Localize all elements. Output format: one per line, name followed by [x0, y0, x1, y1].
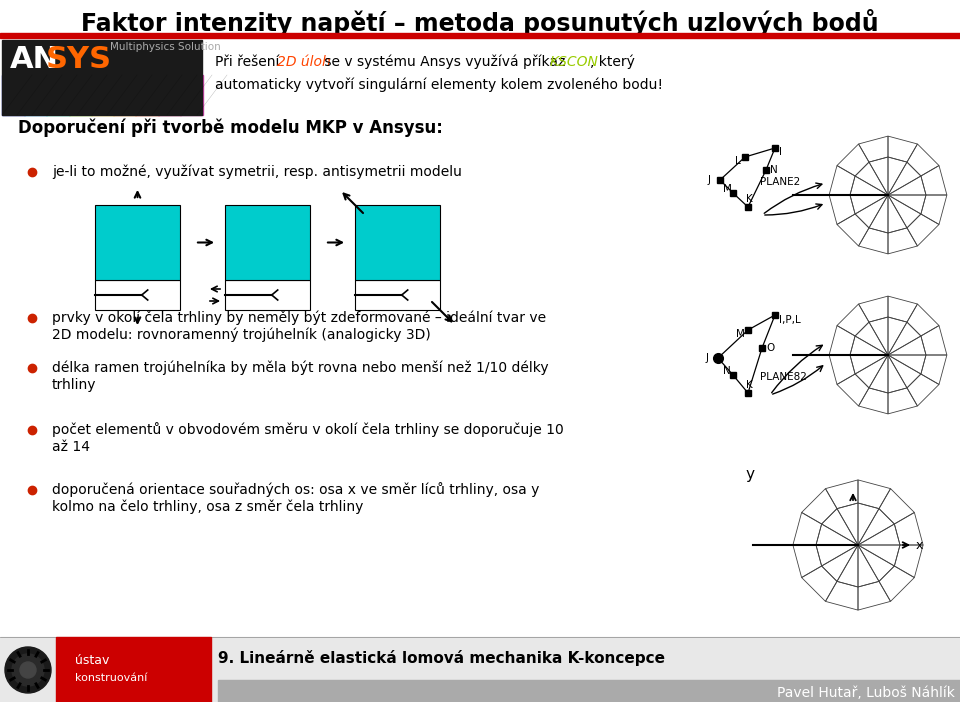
- Text: KSCON: KSCON: [550, 55, 599, 69]
- Bar: [113, 75, 136, 115]
- Bar: [355, 205, 440, 280]
- Text: I,P,L: I,P,L: [779, 315, 801, 325]
- Text: automaticky vytvoří singulární elementy kolem zvoleného bodu!: automaticky vytvoří singulární elementy …: [215, 78, 663, 92]
- Bar: [24, 75, 47, 115]
- Bar: [0, 33, 960, 38]
- Text: trhliny: trhliny: [52, 378, 97, 392]
- Bar: [91, 75, 114, 115]
- Bar: [46, 75, 70, 115]
- Text: M: M: [723, 184, 732, 194]
- Bar: [135, 75, 158, 115]
- Circle shape: [20, 662, 36, 678]
- Text: PLANE82: PLANE82: [760, 372, 806, 382]
- Text: I: I: [779, 147, 782, 157]
- Bar: [157, 75, 180, 115]
- Text: O: O: [766, 343, 775, 353]
- Bar: [225, 280, 310, 310]
- Text: prvky v okolí čela trhliny by neměly být zdeformované – ideální tvar ve: prvky v okolí čela trhliny by neměly být…: [52, 311, 546, 325]
- Bar: [2, 75, 25, 115]
- Bar: [95, 280, 180, 310]
- Text: J: J: [706, 353, 709, 363]
- Text: , který: , který: [590, 55, 635, 69]
- Circle shape: [5, 647, 51, 693]
- Bar: [0, 637, 960, 702]
- Text: J: J: [708, 175, 711, 185]
- Text: až 14: až 14: [52, 440, 90, 454]
- Bar: [218, 680, 960, 702]
- Text: L: L: [735, 156, 741, 166]
- Text: 2D úloh: 2D úloh: [277, 55, 331, 69]
- Text: délka ramen trojúhelníka by měla být rovna nebo menší než 1/10 délky: délka ramen trojúhelníka by měla být rov…: [52, 361, 548, 376]
- Text: N: N: [770, 165, 778, 175]
- Text: Faktor intenzity napětí – metoda posunutých uzlových bodů: Faktor intenzity napětí – metoda posunut…: [82, 8, 878, 36]
- Bar: [95, 205, 180, 280]
- Text: počet elementů v obvodovém směru v okolí čela trhliny se doporučuje 10: počet elementů v obvodovém směru v okolí…: [52, 423, 564, 437]
- Text: SYS: SYS: [46, 46, 112, 74]
- Text: N: N: [723, 366, 731, 376]
- Bar: [180, 75, 203, 115]
- Text: Multiphysics Solution: Multiphysics Solution: [110, 42, 221, 52]
- Text: PLANE2: PLANE2: [760, 177, 801, 187]
- Text: y: y: [745, 468, 754, 482]
- Text: se v systému Ansys využívá příkaz: se v systému Ansys využívá příkaz: [320, 55, 569, 69]
- Text: je-li to možné, využívat symetrii, resp. antisymetrii modelu: je-li to možné, využívat symetrii, resp.…: [52, 165, 462, 179]
- Text: kolmo na čelo trhliny, osa z směr čela trhliny: kolmo na čelo trhliny, osa z směr čela t…: [52, 500, 364, 515]
- Bar: [225, 205, 310, 280]
- Text: AN: AN: [10, 46, 59, 74]
- Text: 2D modelu: rovnoramenný trojúhelník (analogicky 3D): 2D modelu: rovnoramenný trojúhelník (ana…: [52, 328, 431, 343]
- Bar: [2, 40, 202, 115]
- Bar: [69, 75, 92, 115]
- Text: K: K: [746, 194, 753, 204]
- Text: ústav: ústav: [75, 654, 109, 666]
- Bar: [355, 280, 440, 310]
- Circle shape: [12, 654, 44, 686]
- Text: K: K: [746, 380, 753, 390]
- Text: Při řešení: Při řešení: [215, 55, 284, 69]
- Text: Pavel Hutař, Luboš Náhlík: Pavel Hutař, Luboš Náhlík: [778, 686, 955, 700]
- Text: konstruování: konstruování: [75, 673, 148, 683]
- Text: 9. Lineárně elastická lomová mechanika K-koncepce: 9. Lineárně elastická lomová mechanika K…: [218, 650, 665, 666]
- Text: x: x: [916, 539, 924, 552]
- Text: M: M: [736, 329, 745, 339]
- Bar: [56, 637, 211, 702]
- Text: Doporučení při tvorbě modelu MKP v Ansysu:: Doporučení při tvorbě modelu MKP v Ansys…: [18, 119, 443, 138]
- Text: doporučená orientace souřadných os: osa x ve směr líců trhliny, osa y: doporučená orientace souřadných os: osa …: [52, 482, 540, 498]
